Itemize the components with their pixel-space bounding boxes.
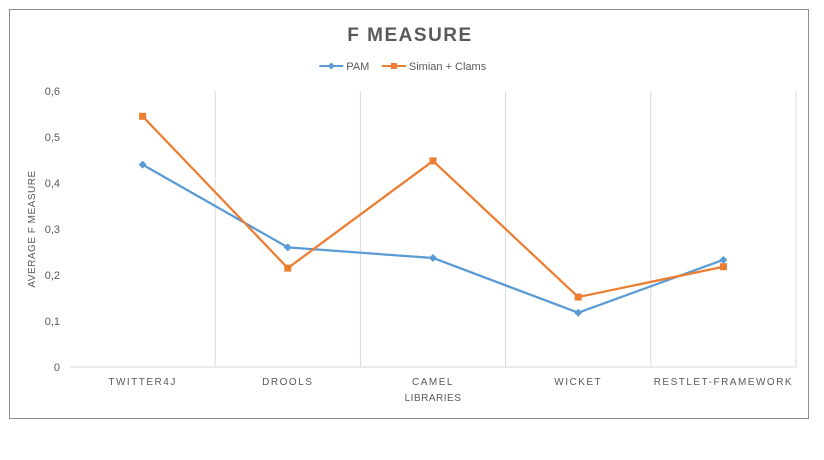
x-tick-label: WICKET bbox=[554, 377, 602, 388]
y-tick-label: 0,2 bbox=[45, 270, 60, 282]
chart-title: F MEASURE bbox=[347, 25, 472, 46]
series-simian-clams bbox=[139, 112, 727, 301]
data-point bbox=[574, 308, 583, 317]
y-tick-label: 0,1 bbox=[45, 316, 60, 328]
data-point bbox=[574, 293, 582, 301]
legend-marker bbox=[390, 63, 397, 69]
y-tick-label: 0 bbox=[54, 362, 60, 374]
legend-marker bbox=[327, 62, 335, 70]
series-line bbox=[141, 115, 724, 299]
data-point bbox=[284, 264, 292, 272]
data-point bbox=[429, 253, 437, 262]
x-tick-label: CAMEL bbox=[412, 377, 454, 388]
x-axis-ticks: TWITTER4J DROOLS CAMEL WICKET RESTLET-FRAMEW… bbox=[108, 377, 793, 388]
series-layer bbox=[138, 112, 728, 317]
legend-entry: PAM bbox=[319, 61, 369, 73]
y-tick-label: 0,6 bbox=[45, 86, 60, 98]
data-point bbox=[283, 243, 292, 252]
data-point bbox=[719, 255, 728, 264]
series-pam bbox=[138, 160, 728, 317]
data-point bbox=[139, 112, 147, 120]
y-axis-title: AVERAGE F MEASURE bbox=[27, 170, 38, 287]
y-tick-label: 0,3 bbox=[45, 224, 60, 236]
x-tick-label: TWITTER4J bbox=[108, 377, 177, 388]
x-tick-label: DROOLS bbox=[262, 377, 313, 388]
data-point bbox=[138, 160, 147, 169]
series-line bbox=[142, 163, 724, 314]
data-point bbox=[719, 263, 727, 271]
x-tick-label: RESTLET-FRAMEWORK bbox=[654, 377, 793, 388]
x-axis-title: LIBRARIES bbox=[405, 393, 462, 404]
legend-label: PAM bbox=[346, 61, 369, 73]
y-axis-ticks: 0 0,1 0,2 0,3 0,4 0,5 0,6 bbox=[45, 86, 60, 374]
y-tick-label: 0,5 bbox=[45, 132, 60, 144]
line-chart: F MEASURE PAM Simian + Clams 0 0,1 0,2 0,3 0,… bbox=[27, 25, 797, 404]
chart-legend: PAM Simian + Clams bbox=[319, 61, 487, 73]
data-point bbox=[429, 157, 437, 165]
legend-label: Simian + Clams bbox=[409, 61, 487, 73]
legend-entry: Simian + Clams bbox=[381, 61, 487, 73]
chart-frame: F MEASURE PAM Simian + Clams 0 0,1 0,2 0,3 0,… bbox=[9, 9, 809, 419]
y-tick-label: 0,4 bbox=[45, 178, 60, 190]
